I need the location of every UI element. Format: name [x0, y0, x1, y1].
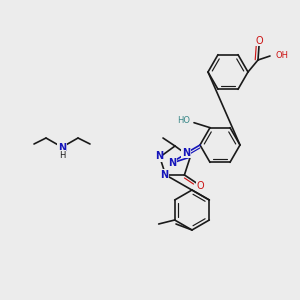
Text: O: O [196, 181, 204, 191]
Text: H: H [59, 151, 65, 160]
Text: N: N [168, 158, 176, 168]
Text: HO: HO [178, 116, 190, 125]
Text: N: N [155, 151, 163, 161]
Text: N: N [182, 148, 190, 158]
Text: O: O [255, 36, 263, 46]
Text: N: N [160, 170, 169, 180]
Text: OH: OH [276, 52, 289, 61]
Text: N: N [58, 143, 66, 153]
